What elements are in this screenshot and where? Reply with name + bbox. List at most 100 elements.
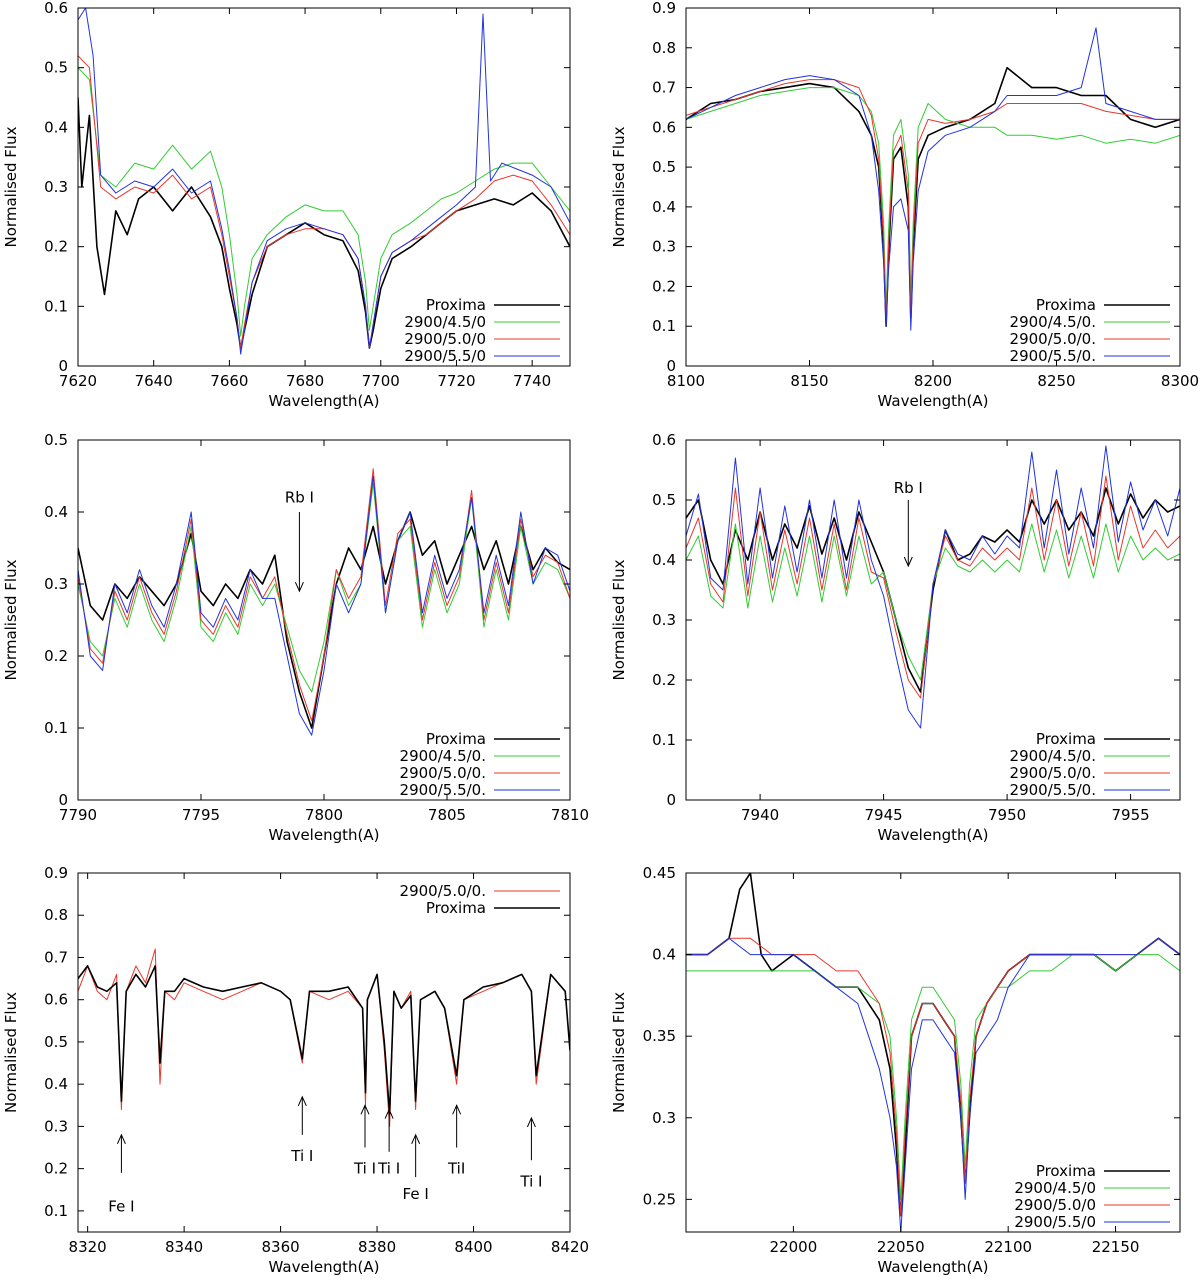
legend-label: 2900/5.5/0 <box>1014 1213 1096 1231</box>
y-tick-label: 0 <box>666 357 676 375</box>
y-tick-label: 0.45 <box>643 864 676 882</box>
series-line-2900-4-5-0- <box>686 87 1180 311</box>
annotation-arrow-head <box>360 1104 370 1115</box>
y-tick-label: 0.6 <box>652 431 676 449</box>
y-tick-label: 0.3 <box>44 178 68 196</box>
line-annotation: TiI <box>447 1104 465 1178</box>
annotation-arrow-head <box>384 1108 394 1119</box>
y-tick-label: 0.7 <box>652 79 676 97</box>
series-line-2900-5-0-0- <box>78 948 570 1127</box>
series-line-proxima <box>78 965 570 1115</box>
legend-label: 2900/5.5/0. <box>1010 347 1096 365</box>
y-tick-label: 0.1 <box>44 719 68 737</box>
y-tick-label: 0.2 <box>652 671 676 689</box>
x-tick-label: 7940 <box>741 806 779 824</box>
y-tick-label: 0.6 <box>44 0 68 17</box>
series-group <box>686 445 1180 729</box>
y-tick-label: 0.7 <box>44 948 68 966</box>
series-line-2900-5-5-0 <box>686 937 1180 1232</box>
x-tick-label: 8400 <box>454 1238 492 1256</box>
annotation-label: Ti I <box>290 1147 313 1165</box>
legend-label: 2900/5.0/0. <box>1010 330 1096 348</box>
y-tick-label: 0.3 <box>652 611 676 629</box>
x-axis-title: Wavelength(A) <box>878 826 989 844</box>
annotation-label: Rb I <box>285 489 314 507</box>
legend-label: 2900/4.5/0 <box>1014 1179 1096 1197</box>
x-tick-label: 7700 <box>362 372 400 390</box>
x-tick-label: 8380 <box>358 1238 396 1256</box>
y-tick-label: 0.6 <box>44 991 68 1009</box>
series-group <box>78 468 570 736</box>
x-tick-label: 8150 <box>790 372 828 390</box>
series-line-2900-5-5-0 <box>78 8 570 355</box>
plot-frame <box>685 7 1181 367</box>
line-annotation: Fe I <box>108 1133 135 1216</box>
x-tick-label: 7790 <box>59 806 97 824</box>
x-tick-label: 22000 <box>770 1238 818 1256</box>
legend-label: 2900/5.0/0. <box>400 882 486 900</box>
x-axis-title: Wavelength(A) <box>878 392 989 410</box>
y-axis-title: Normalised Flux <box>610 126 628 247</box>
legend-label: 2900/5.0/0 <box>404 330 486 348</box>
annotation-arrow-head <box>297 1095 307 1107</box>
x-tick-label: 8340 <box>165 1238 203 1256</box>
y-tick-label: 0.4 <box>44 503 68 521</box>
y-tick-label: 0.5 <box>44 1033 68 1051</box>
y-tick-label: 0.1 <box>44 1202 68 1220</box>
x-axis-title: Wavelength(A) <box>269 826 380 844</box>
x-tick-label: 7740 <box>513 372 551 390</box>
series-group <box>686 27 1180 331</box>
series-line-2900-4-5-0 <box>78 67 570 337</box>
y-tick-label: 0.8 <box>44 906 68 924</box>
chart-panel-p2: 8100 8150 8200 8250 8300 0 0.1 0.2 0.3 0.4 0.5 0.6 0… <box>610 0 1199 410</box>
x-axis-title: Wavelength(A) <box>269 392 380 410</box>
x-tick-label: 7945 <box>865 806 903 824</box>
line-annotation: Fe I <box>403 1133 429 1203</box>
y-axis-title: Normalised Flux <box>2 126 20 247</box>
x-tick-label: 8200 <box>914 372 952 390</box>
y-tick-label: 0.5 <box>652 491 676 509</box>
annotation-arrow-head <box>903 556 913 568</box>
plot-frame <box>77 7 571 367</box>
x-tick-label: 7950 <box>988 806 1026 824</box>
x-tick-label: 7955 <box>1112 806 1150 824</box>
y-axis-title: Normalised Flux <box>2 559 20 680</box>
y-tick-label: 0.4 <box>652 551 676 569</box>
x-tick-label: 7660 <box>210 372 248 390</box>
y-tick-label: 0.8 <box>652 39 676 57</box>
annotation-arrow-head <box>452 1104 462 1115</box>
y-tick-label: 0.1 <box>652 731 676 749</box>
x-tick-label: 8360 <box>261 1238 299 1256</box>
x-tick-label: 7800 <box>305 806 343 824</box>
x-axis-title: Wavelength(A) <box>269 1258 380 1276</box>
y-tick-label: 0.1 <box>44 297 68 315</box>
y-axis-title: Normalised Flux <box>2 992 20 1113</box>
plot-frame <box>77 872 571 1233</box>
series-line-2900-4-5-0- <box>686 523 1180 681</box>
x-tick-label: 7805 <box>428 806 466 824</box>
legend-label: Proxima <box>1036 730 1096 748</box>
x-tick-label: 8100 <box>667 372 705 390</box>
series-line-2900-5-0-0- <box>686 79 1180 323</box>
chart-panel-p1: 7620 7640 7660 7680 7700 7720 7740 0 0.1 0.2 0.3 0.… <box>2 0 571 410</box>
annotation-arrow-head <box>294 581 304 593</box>
legend-label: 2900/4.5/0. <box>1010 747 1096 765</box>
x-tick-label: 7810 <box>551 806 589 824</box>
y-tick-label: 0.4 <box>652 946 676 964</box>
series-line-2900-5-5-0- <box>78 475 570 736</box>
legend-label: 2900/5.0/0. <box>400 764 486 782</box>
legend-label: 2900/4.5/0. <box>400 747 486 765</box>
y-tick-label: 0.4 <box>652 198 676 216</box>
y-tick-label: 0.4 <box>44 118 68 136</box>
series-line-proxima <box>686 487 1180 693</box>
annotation-label: Fe I <box>108 1198 134 1216</box>
x-tick-label: 8320 <box>69 1238 107 1256</box>
y-tick-label: 0.25 <box>643 1190 676 1208</box>
legend-label: Proxima <box>426 899 486 917</box>
series-line-2900-4-5-0 <box>686 954 1180 1200</box>
annotation-label: Ti I <box>353 1160 376 1178</box>
legend-label: Proxima <box>1036 296 1096 314</box>
